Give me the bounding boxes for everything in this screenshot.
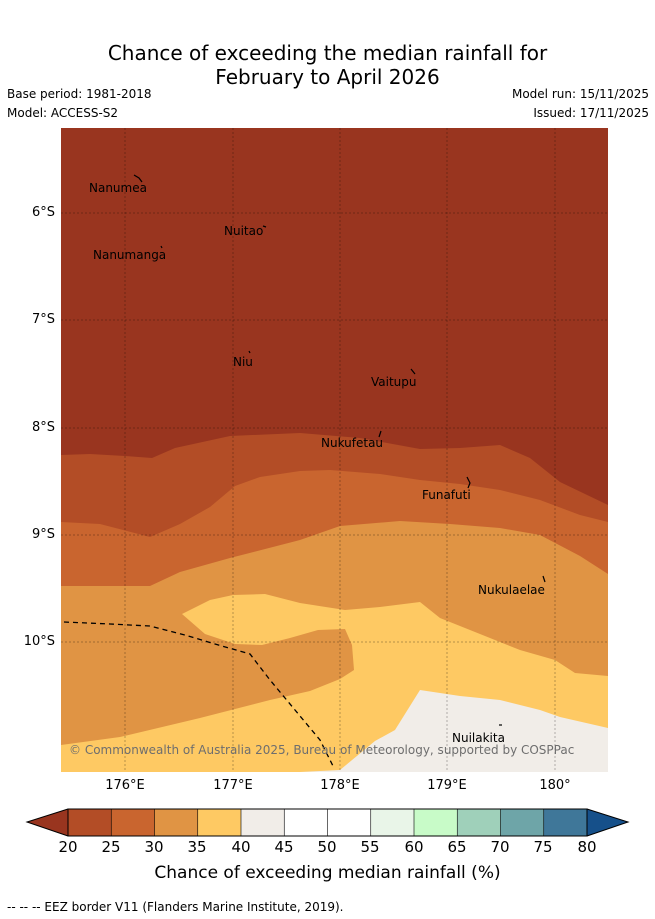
- eez-footnote: -- -- -- EEZ border V11 (Flanders Marine…: [7, 900, 344, 914]
- colorbar-segment: [370, 808, 415, 837]
- colorbar-tick: 45: [274, 838, 294, 856]
- colorbar-tick: 20: [58, 838, 78, 856]
- island-label-niu: Niu: [233, 355, 253, 369]
- island-label-nuitao: Nuitao: [224, 224, 263, 238]
- colorbar-tick: 65: [447, 838, 467, 856]
- island-label-funafuti: Funafuti: [422, 488, 471, 502]
- lat-label-9s: 9°S: [31, 527, 55, 542]
- colorbar-segment: [197, 808, 242, 837]
- lon-label-179e: 179°E: [427, 778, 467, 793]
- lon-label-177e: 177°E: [213, 778, 253, 793]
- colorbar-tick: 75: [533, 838, 553, 856]
- colorbar-tick: 30: [144, 838, 164, 856]
- colorbar-segment: [67, 808, 112, 837]
- island-shapes: [133, 174, 546, 726]
- lat-label-6s: 6°S: [31, 205, 55, 220]
- colorbar-segment: [327, 808, 372, 837]
- colorbar-segment: [283, 808, 329, 837]
- colorbar: [25, 808, 630, 837]
- colorbar-tick: 80: [577, 838, 597, 856]
- colorbar-extend-low: [27, 809, 68, 836]
- model-run: Model run: 15/11/2025: [511, 87, 649, 101]
- copyright-text: © Commonwealth of Australia 2025, Bureau…: [69, 743, 574, 757]
- colorbar-tick: 60: [404, 838, 424, 856]
- base-period: Base period: 1981-2018: [7, 87, 152, 101]
- colorbar-tick: 55: [360, 838, 380, 856]
- colorbar-segment: [456, 808, 502, 837]
- island-label-nanumea: Nanumea: [89, 181, 147, 195]
- title-line-2: February to April 2026: [215, 65, 440, 89]
- colorbar-segment: [543, 808, 588, 837]
- lat-label-7s: 7°S: [31, 312, 55, 327]
- colorbar-segment: [500, 808, 545, 837]
- colorbar-tick: 70: [490, 838, 510, 856]
- lon-label-176e: 176°E: [105, 778, 145, 793]
- island-label-vaitupu: Vaitupu: [371, 375, 417, 389]
- colorbar-tick: 40: [231, 838, 251, 856]
- island-label-nukulaelae: Nukulaelae: [478, 583, 545, 597]
- colorbar-label: Chance of exceeding median rainfall (%): [154, 863, 501, 883]
- colorbar-segment: [240, 808, 285, 837]
- eez-border: [63, 621, 335, 769]
- colorbar-segment: [413, 808, 458, 837]
- lon-label-178e: 178°E: [320, 778, 360, 793]
- model-name: Model: ACCESS-S2: [7, 106, 119, 120]
- issued-date: Issued: 17/11/2025: [533, 106, 649, 120]
- lon-label-180: 180°: [539, 778, 571, 793]
- title-line-1: Chance of exceeding the median rainfall …: [107, 41, 548, 65]
- colorbar-tick: 35: [187, 838, 207, 856]
- colorbar-tick: 50: [317, 838, 337, 856]
- graticule: [61, 128, 608, 772]
- island-label-nukufetau: Nukufetau: [321, 436, 383, 450]
- island-label-nanumanga: Nanumanga: [93, 248, 166, 262]
- rainfall-map: Nanumea Nuitao Nanumanga Niu Vaitupu Nuk…: [61, 128, 608, 772]
- colorbar-segment: [154, 808, 199, 837]
- island-label-nuilakita: Nuilakita: [452, 731, 505, 745]
- band-45-50: [61, 690, 608, 772]
- colorbar-extend-high: [587, 809, 628, 836]
- colorbar-segment: [110, 808, 156, 837]
- lat-label-10s: 10°S: [23, 634, 55, 649]
- lat-label-8s: 8°S: [31, 420, 55, 435]
- colorbar-tick: 25: [101, 838, 121, 856]
